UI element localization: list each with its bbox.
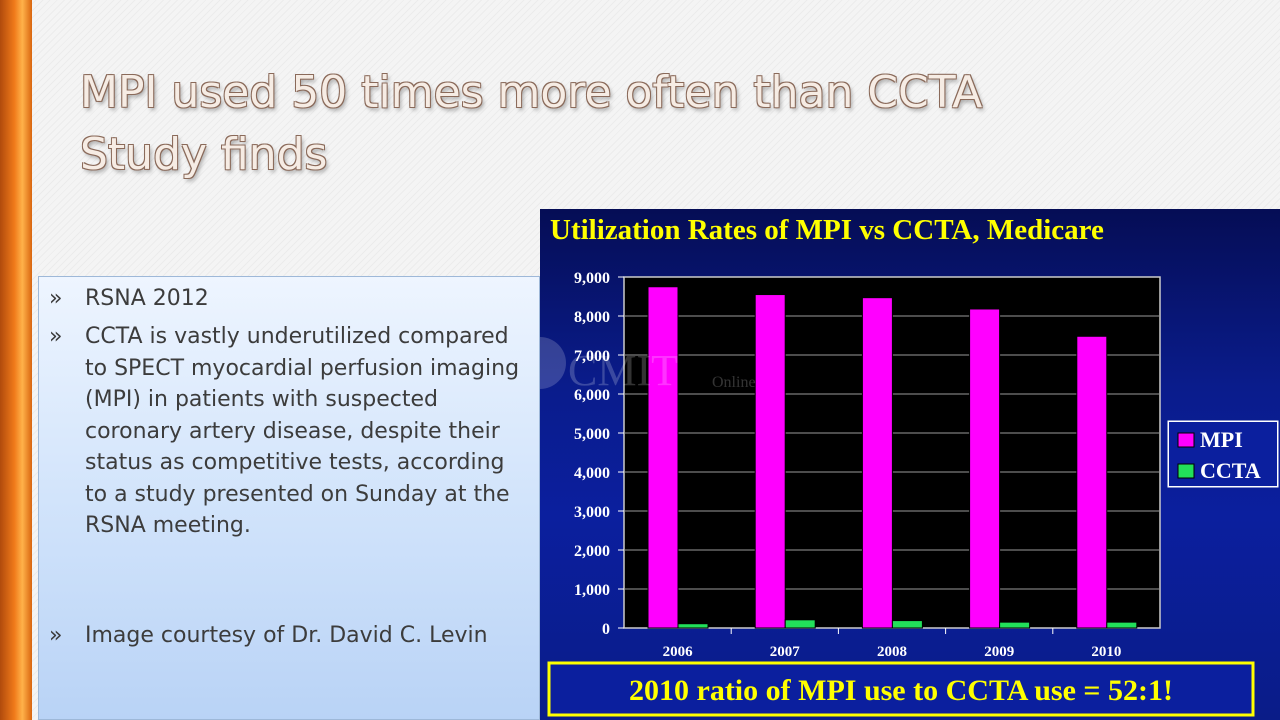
y-tick-label: 9,000: [574, 270, 610, 287]
bullet-item: » RSNA 2012: [49, 283, 529, 315]
bullet-marker: »: [49, 324, 63, 349]
bullet-item: » CCTA is vastly underutilized compared …: [49, 321, 529, 542]
legend-swatch-mpi: [1177, 432, 1195, 448]
y-tick-label: 6,000: [574, 387, 610, 404]
bullet-item: » Image courtesy of Dr. David C. Levin: [49, 620, 529, 652]
x-tick-label: 2007: [770, 644, 801, 660]
caption-text: 2010 ratio of MPI use to CCTA use = 52:1…: [629, 674, 1173, 707]
x-tick-label: 2009: [984, 644, 1014, 660]
x-tick-label: 2008: [877, 644, 907, 660]
slide-title-line-2: Study finds: [80, 129, 328, 180]
bar-mpi-2008: [861, 297, 893, 629]
x-tick-label: 2006: [663, 644, 694, 660]
bullet-text: CCTA is vastly underutilized compared to…: [85, 324, 520, 538]
watermark-text: CMIT: [568, 346, 678, 395]
bar-chart: Utilization Rates of MPI vs CCTA, Medica…: [540, 214, 1279, 717]
slide-title-line-1: MPI used 50 times more often than CCTA: [80, 67, 983, 118]
watermark-subtext: Online: [712, 374, 756, 391]
bar-mpi-2010: [1076, 335, 1108, 629]
bullet-marker: »: [49, 286, 63, 311]
text-panel: » RSNA 2012 » CCTA is vastly underutiliz…: [38, 276, 540, 720]
y-tick-label: 1,000: [574, 582, 610, 599]
slide-title: MPI used 50 times more often than CCTA S…: [80, 62, 1080, 186]
y-tick-label: 8,000: [574, 309, 610, 326]
bar-ccta-2010: [1106, 621, 1138, 629]
y-tick-label: 0: [602, 621, 610, 638]
bar-mpi-2009: [969, 308, 1001, 629]
bar-ccta-2009: [999, 621, 1031, 629]
accent-bar: [0, 0, 32, 720]
chart-panel: Utilization Rates of MPI vs CCTA, Medica…: [540, 209, 1280, 720]
watermark-globe-icon: [540, 337, 566, 389]
y-tick-label: 3,000: [574, 504, 610, 521]
bullet-text: RSNA 2012: [85, 286, 209, 311]
bar-ccta-2008: [891, 620, 923, 629]
y-tick-label: 2,000: [574, 543, 610, 560]
bar-mpi-2007: [754, 294, 786, 629]
bullet-text: Image courtesy of Dr. David C. Levin: [85, 623, 488, 648]
bullet-marker: »: [49, 623, 63, 648]
x-tick-label: 2010: [1091, 644, 1121, 660]
y-tick-label: 7,000: [574, 348, 610, 365]
y-tick-label: 4,000: [574, 465, 610, 482]
legend-label-mpi: MPI: [1200, 427, 1243, 452]
legend-label-ccta: CCTA: [1200, 458, 1261, 483]
bar-mpi-2006: [647, 286, 679, 629]
legend-swatch-ccta: [1177, 463, 1195, 479]
bar-ccta-2007: [784, 619, 816, 629]
bar-ccta-2006: [677, 623, 709, 629]
caption-box: [547, 661, 1255, 717]
chart-title: Utilization Rates of MPI vs CCTA, Medica…: [550, 214, 1104, 246]
y-tick-label: 5,000: [574, 426, 610, 443]
